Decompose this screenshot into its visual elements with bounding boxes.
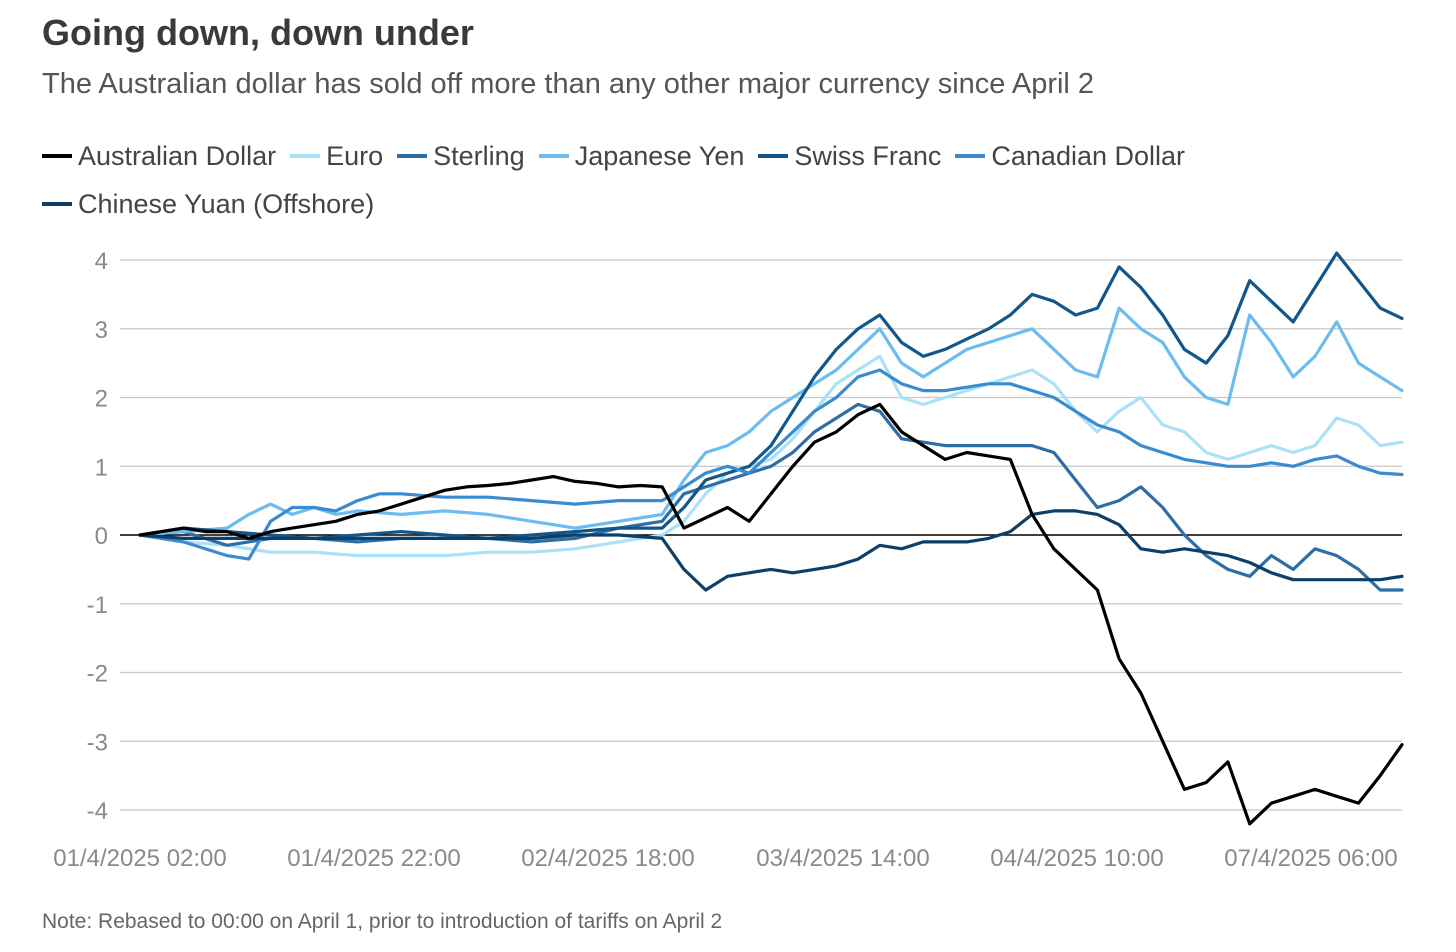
- legend-swatch: [42, 153, 72, 158]
- legend-label: Chinese Yuan (Offshore): [78, 189, 375, 219]
- y-tick-label: 1: [95, 454, 108, 481]
- y-tick-label: 4: [95, 248, 108, 275]
- legend-label: Canadian Dollar: [991, 141, 1186, 171]
- series-line-canadian-dollar: [138, 368, 1404, 561]
- x-tick-label: 07/4/2025 06:00: [1224, 845, 1398, 872]
- y-tick-label: -4: [87, 798, 108, 825]
- chart-legend: Australian Dollar Euro Sterling Japanese Ye…: [42, 132, 1432, 228]
- y-tick-label: -2: [87, 661, 108, 688]
- series-line-japanese-yen: [138, 306, 1404, 537]
- legend-label: Euro: [326, 141, 384, 171]
- series-line-sterling: [138, 402, 1404, 592]
- legend-swatch: [290, 153, 321, 158]
- legend-item: Euro: [290, 132, 383, 180]
- chart-note: Note: Rebased to 00:00 on April 1, prior…: [42, 910, 723, 933]
- legend-swatch: [397, 153, 428, 158]
- y-tick-label: -1: [87, 592, 108, 619]
- y-tick-label: -3: [87, 729, 108, 756]
- legend-item: Chinese Yuan (Offshore): [42, 180, 374, 228]
- legend-item: Canadian Dollar: [955, 132, 1185, 180]
- y-tick-label: 3: [95, 317, 108, 344]
- y-tick-label: 2: [95, 386, 108, 413]
- x-tick-label: 04/4/2025 10:00: [990, 845, 1164, 872]
- legend-swatch: [955, 153, 986, 158]
- x-tick-label: 03/4/2025 14:00: [756, 845, 930, 872]
- x-tick-label: 01/4/2025 22:00: [287, 845, 461, 872]
- series-line-euro: [138, 354, 1404, 558]
- legend-label: Japanese Yen: [574, 141, 745, 171]
- legend-swatch: [758, 153, 789, 158]
- x-tick-label: 01/4/2025 02:00: [53, 845, 227, 872]
- chart-title: Going down, down under: [42, 12, 474, 53]
- y-tick-label: 0: [95, 523, 108, 550]
- series-line-chinese-yuan-offshore: [138, 509, 1404, 592]
- legend-label: Sterling: [433, 141, 525, 171]
- legend-label: Swiss Franc: [794, 141, 942, 171]
- series-line-australian-dollar: [138, 402, 1404, 826]
- legend-item: Swiss Franc: [758, 132, 941, 180]
- chart-subtitle: The Australian dollar has sold off more …: [42, 68, 1095, 100]
- legend-swatch: [42, 201, 72, 206]
- legend-item: Australian Dollar: [42, 132, 276, 180]
- legend-label: Australian Dollar: [78, 141, 277, 171]
- legend-item: Sterling: [397, 132, 525, 180]
- legend-item: Japanese Yen: [538, 132, 745, 180]
- legend-swatch: [538, 153, 569, 158]
- x-tick-label: 02/4/2025 18:00: [521, 845, 695, 872]
